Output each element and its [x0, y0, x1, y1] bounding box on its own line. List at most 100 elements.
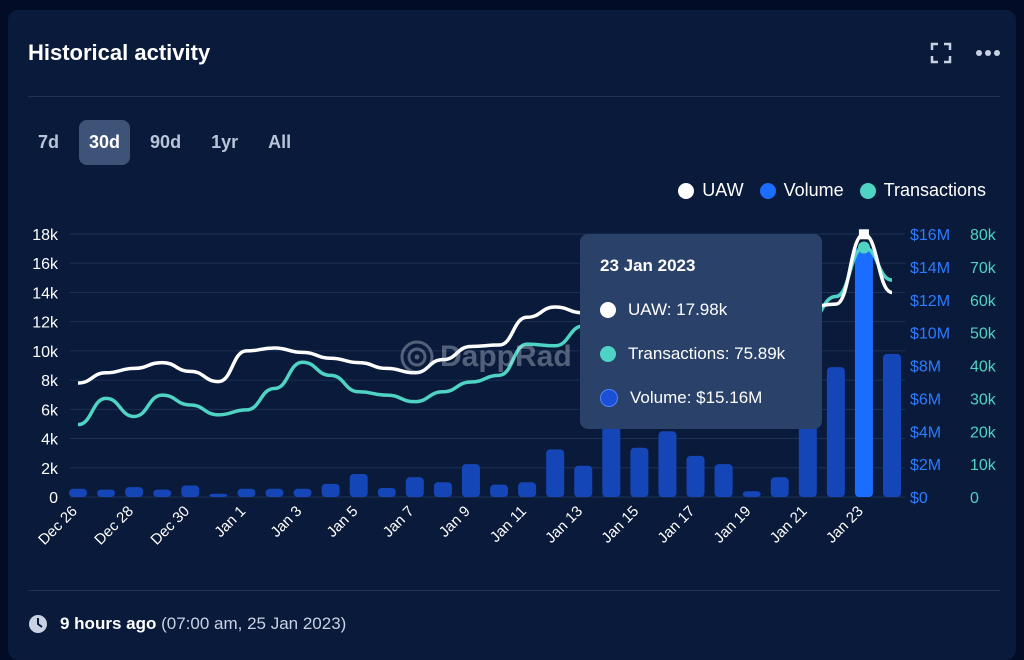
x-tick-label: Jan 11 [487, 503, 530, 546]
volume-bar [490, 484, 509, 497]
volume-bar [265, 488, 284, 497]
tab-90d[interactable]: 90d [150, 132, 182, 152]
y-left-tick-label: 14k [32, 285, 59, 302]
more-options-icon[interactable] [976, 49, 1000, 57]
last-updated-relative: 9 hours ago [60, 614, 157, 633]
volume-bar [321, 483, 340, 497]
y-right-transactions-tick-label: 50k [970, 326, 997, 343]
y-right-volume-tick-label: $14M [910, 260, 950, 277]
y-left-tick-label: 6k [41, 402, 59, 419]
volume-bar [770, 477, 789, 497]
volume-bar [97, 489, 116, 497]
x-tick-label: Jan 5 [324, 503, 362, 541]
historical-activity-card: Historical activity 7d 30d 90d 1yr All U… [8, 10, 1016, 660]
volume-bar [209, 493, 228, 497]
y-right-transactions-tick-label: 60k [970, 293, 997, 310]
y-right-volume-tick-label: $10M [910, 326, 950, 343]
tab-30d[interactable]: 30d [79, 120, 131, 165]
y-left-tick-label: 2k [41, 461, 59, 478]
volume-bar [686, 455, 705, 497]
time-range-tabs: 7d 30d 90d 1yr All [28, 120, 301, 165]
tab-all[interactable]: All [268, 132, 292, 152]
volume-dot-icon [600, 389, 618, 407]
card-toolbar [930, 42, 1000, 64]
tooltip-value: Volume: $15.16M [630, 388, 763, 407]
volume-bar [461, 464, 480, 497]
volume-bar [742, 491, 761, 497]
x-tick-label: Jan 19 [711, 503, 755, 547]
x-tick-label: Jan 21 [767, 503, 811, 547]
uaw-highlight-point [858, 229, 869, 240]
card-title: Historical activity [28, 40, 211, 65]
legend-label: Volume [783, 180, 844, 200]
x-tick-label: Dec 30 [147, 503, 193, 549]
x-tick-label: Jan 7 [380, 503, 418, 541]
legend-label: UAW [702, 180, 744, 200]
volume-bar [377, 487, 396, 497]
legend-item-uaw[interactable]: UAW [678, 180, 744, 201]
transactions-highlight-point [857, 241, 870, 254]
y-right-transactions-tick-label: 40k [970, 359, 997, 376]
tooltip-row-uaw: UAW: 17.98k [600, 300, 727, 320]
volume-bar [630, 447, 649, 497]
uaw-dot-icon [600, 302, 616, 318]
x-tick-label: Jan 1 [211, 503, 249, 541]
y-right-transactions-tick-label: 0 [970, 490, 979, 507]
volume-bar [602, 423, 621, 497]
x-tick-label: Dec 26 [35, 503, 81, 549]
volume-bar [405, 477, 424, 497]
y-right-transactions-tick-label: 30k [970, 391, 997, 408]
tooltip-row-transactions: Transactions: 75.89k [600, 344, 785, 364]
fullscreen-icon[interactable] [930, 42, 952, 64]
volume-bar [546, 449, 565, 497]
x-tick-label: Dec 28 [91, 503, 137, 549]
x-tick-label: Jan 9 [436, 503, 474, 541]
y-left-tick-label: 10k [32, 344, 59, 361]
legend-label: Transactions [883, 180, 986, 200]
y-left-tick-label: 8k [41, 373, 59, 390]
footer-divider [28, 590, 1000, 591]
y-left-tick-label: 18k [32, 227, 59, 244]
x-tick-label: Jan 13 [542, 503, 586, 547]
dappradar-logo-icon [400, 340, 434, 374]
volume-bar [574, 465, 593, 497]
legend-item-volume[interactable]: Volume [759, 180, 844, 201]
volume-bar [826, 367, 845, 497]
volume-bar [237, 488, 256, 497]
watermark-text: DappRad [440, 340, 572, 373]
y-right-volume-tick-label: $6M [910, 391, 941, 408]
y-right-transactions-tick-label: 80k [970, 227, 997, 244]
volume-bar [658, 431, 677, 497]
x-tick-label: Jan 3 [267, 503, 305, 541]
x-tick-label: Jan 17 [654, 503, 698, 547]
transactions-dot-icon [600, 346, 616, 362]
y-left-tick-label: 4k [41, 432, 59, 449]
y-right-volume-tick-label: $16M [910, 227, 950, 244]
y-right-volume-tick-label: $4M [910, 424, 941, 441]
y-left-tick-label: 12k [32, 315, 59, 332]
volume-bar [433, 482, 452, 497]
volume-bar [349, 473, 368, 497]
x-tick-label: Jan 15 [598, 503, 642, 547]
volume-bar [714, 464, 733, 497]
y-right-transactions-tick-label: 20k [970, 424, 997, 441]
volume-bar [883, 353, 901, 497]
chart-tooltip: 23 Jan 2023 UAW: 17.98k Transactions: 75… [580, 234, 822, 429]
volume-bar [854, 247, 873, 497]
tooltip-value: UAW: 17.98k [628, 300, 728, 319]
tooltip-row-volume: Volume: $15.16M [600, 388, 762, 408]
tooltip-value: Transactions: 75.89k [628, 344, 786, 363]
header-divider [28, 96, 1000, 97]
volume-bar [181, 485, 200, 497]
volume-bar [125, 487, 144, 497]
legend-item-transactions[interactable]: Transactions [859, 180, 986, 201]
volume-dot-icon [759, 182, 776, 199]
y-left-tick-label: 0 [49, 490, 58, 507]
tab-7d[interactable]: 7d [38, 132, 60, 152]
last-updated: 9 hours ago (07:00 am, 25 Jan 2023) [28, 614, 346, 634]
volume-bar [518, 482, 537, 497]
chart-legend: UAW Volume Transactions [678, 180, 986, 201]
tab-1yr[interactable]: 1yr [211, 132, 239, 152]
y-right-volume-tick-label: $0 [910, 490, 928, 507]
y-right-transactions-tick-label: 70k [970, 260, 997, 277]
